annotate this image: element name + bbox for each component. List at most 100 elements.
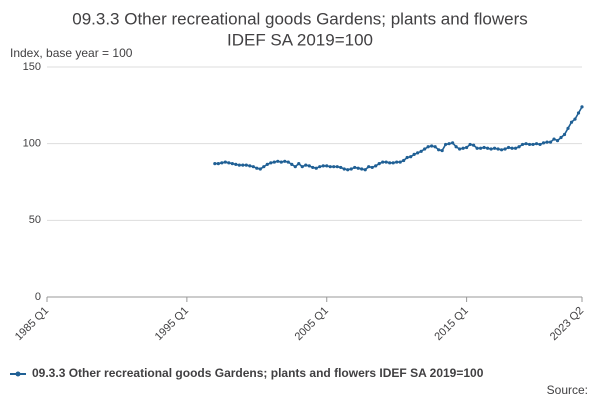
data-point: [461, 146, 465, 150]
data-point: [437, 148, 441, 152]
data-point: [286, 160, 290, 164]
data-point: [283, 159, 287, 163]
data-point: [318, 165, 322, 169]
data-point: [426, 145, 430, 149]
data-point: [566, 126, 570, 130]
legend-marker: [15, 371, 21, 377]
data-point: [576, 111, 581, 115]
data-point: [517, 145, 521, 149]
data-point: [447, 142, 451, 146]
data-point: [552, 137, 556, 141]
data-point: [468, 142, 472, 147]
data-point: [349, 167, 353, 171]
data-point: [458, 147, 462, 151]
data-point: [531, 142, 535, 147]
data-point: [332, 165, 336, 169]
data-point: [534, 142, 539, 146]
data-point: [416, 151, 420, 155]
data-point: [346, 168, 350, 172]
data-point: [402, 158, 406, 163]
data-point: [430, 144, 434, 148]
data-point: [363, 168, 367, 172]
data-point: [377, 162, 381, 166]
data-point: [475, 146, 479, 150]
data-point: [342, 167, 346, 171]
data-point: [307, 164, 311, 168]
data-point: [485, 146, 490, 150]
data-point: [541, 141, 546, 145]
data-point: [216, 162, 220, 166]
data-point: [237, 163, 241, 167]
data-point: [311, 165, 315, 170]
data-point: [353, 165, 357, 170]
data-point: [244, 163, 248, 167]
data-point: [251, 165, 255, 169]
data-point: [230, 162, 234, 166]
data-point: [510, 146, 514, 150]
data-point: [492, 146, 497, 150]
x-tick-label: 1985 Q1: [13, 305, 51, 343]
data-point: [297, 162, 301, 166]
data-point: [321, 164, 325, 168]
data-point: [440, 148, 444, 153]
data-point: [423, 147, 427, 151]
data-point: [384, 160, 388, 164]
data-point: [409, 155, 413, 159]
data-point: [454, 145, 458, 149]
data-point: [370, 165, 374, 170]
data-point: [562, 132, 567, 137]
data-point: [325, 164, 329, 168]
data-point: [293, 165, 297, 169]
data-point: [545, 140, 549, 144]
chart-title: IDEF SA 2019=100: [227, 30, 373, 49]
series-line: [214, 106, 583, 171]
data-point: [451, 141, 455, 145]
x-tick-label: 2015 Q1: [432, 305, 470, 343]
data-point: [328, 165, 332, 169]
data-point: [374, 164, 378, 168]
data-point: [241, 163, 245, 167]
data-point: [227, 161, 231, 165]
data-point: [360, 167, 364, 171]
data-point: [444, 142, 448, 147]
data-point: [223, 160, 227, 164]
data-point: [548, 140, 553, 144]
data-point: [234, 162, 238, 166]
data-point: [472, 143, 476, 147]
x-tick-label: 1995 Q1: [153, 305, 191, 343]
data-point: [489, 147, 493, 151]
data-point: [356, 166, 360, 170]
x-tick-label: 2023 Q2: [548, 305, 586, 343]
y-tick-label: 50: [29, 214, 41, 226]
data-point: [314, 166, 318, 170]
data-point: [395, 160, 399, 164]
data-point: [433, 145, 437, 149]
data-point: [405, 155, 409, 160]
data-point: [339, 165, 343, 170]
data-point: [573, 117, 577, 121]
data-point: [513, 146, 518, 150]
data-point: [482, 145, 486, 150]
data-point: [391, 161, 395, 165]
y-tick-label: 150: [23, 61, 41, 73]
data-point: [279, 160, 283, 164]
data-point: [398, 160, 402, 164]
data-point: [304, 163, 308, 167]
data-point: [255, 166, 259, 170]
data-point: [290, 162, 294, 166]
data-point: [276, 159, 280, 163]
legend-label: 09.3.3 Other recreational goods Gardens;…: [32, 366, 484, 380]
data-point: [265, 162, 269, 166]
data-point: [538, 142, 542, 147]
data-point: [478, 146, 483, 150]
data-point: [258, 167, 262, 171]
data-point: [527, 142, 532, 147]
data-point: [524, 142, 528, 146]
y-tick-label: 100: [23, 138, 41, 150]
y-axis-label: Index, base year = 100: [10, 46, 133, 60]
data-point: [367, 165, 371, 169]
data-point: [272, 160, 276, 164]
data-point: [335, 165, 339, 169]
data-point: [412, 152, 416, 156]
data-point: [220, 161, 224, 165]
